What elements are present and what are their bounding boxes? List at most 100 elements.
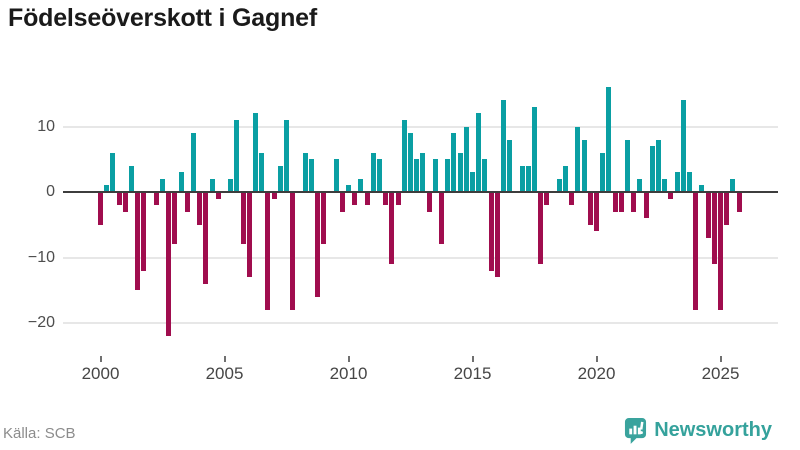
bar xyxy=(643,192,649,219)
bar xyxy=(494,192,500,278)
bar xyxy=(711,192,717,265)
bar xyxy=(414,159,420,192)
bar xyxy=(408,133,413,192)
bar xyxy=(525,165,531,192)
bar xyxy=(284,119,289,192)
bar xyxy=(346,185,351,192)
bar xyxy=(575,126,581,192)
bar xyxy=(736,192,742,212)
bar xyxy=(519,165,525,192)
bar xyxy=(594,192,599,232)
bar xyxy=(662,178,668,192)
bar xyxy=(606,87,612,192)
bar xyxy=(587,192,593,225)
bar xyxy=(674,172,680,192)
bar xyxy=(172,192,178,245)
bar xyxy=(556,178,562,192)
newsworthy-logo: Newsworthy xyxy=(624,417,772,444)
bar xyxy=(389,192,395,265)
bar xyxy=(401,119,407,192)
bar xyxy=(569,192,575,206)
bar xyxy=(308,159,314,192)
bar xyxy=(631,192,637,212)
bar xyxy=(116,192,122,206)
bar xyxy=(197,192,203,225)
bar xyxy=(718,192,723,310)
bar xyxy=(184,192,190,212)
x-axis-label: 2005 xyxy=(205,364,244,383)
bar xyxy=(122,192,128,212)
bar xyxy=(581,139,587,192)
bar xyxy=(656,139,661,192)
bar xyxy=(693,192,699,310)
bar xyxy=(426,192,432,212)
bar xyxy=(730,178,736,192)
bar xyxy=(333,159,339,192)
bar xyxy=(724,192,730,225)
bar xyxy=(246,192,252,278)
bar xyxy=(209,178,215,192)
bar xyxy=(420,152,426,192)
bar xyxy=(377,159,382,192)
bar xyxy=(501,100,506,192)
bar xyxy=(259,152,265,192)
x-axis-label: 2015 xyxy=(453,364,492,383)
bar xyxy=(637,178,643,192)
bar xyxy=(234,119,240,192)
bar xyxy=(135,192,141,291)
bar xyxy=(104,185,110,192)
bar xyxy=(600,152,606,192)
bar xyxy=(532,106,537,192)
bar xyxy=(302,152,308,192)
bar xyxy=(315,192,320,297)
bar xyxy=(457,152,463,192)
bar xyxy=(153,192,159,206)
bar xyxy=(160,178,165,192)
bar xyxy=(277,165,283,192)
bar xyxy=(191,133,196,192)
bar xyxy=(432,159,438,192)
y-axis-label: −20 xyxy=(27,314,55,331)
bar xyxy=(352,192,358,206)
y-axis-label: 10 xyxy=(37,117,55,135)
bar xyxy=(507,139,513,192)
bar xyxy=(649,146,655,192)
bar xyxy=(203,192,209,284)
x-axis-tick xyxy=(595,356,598,362)
bar xyxy=(488,192,494,271)
bar xyxy=(321,192,327,245)
x-axis-label: 2025 xyxy=(701,364,740,383)
bar xyxy=(618,192,624,212)
bar xyxy=(265,192,271,310)
bar xyxy=(463,126,469,192)
bar xyxy=(383,192,389,206)
bar xyxy=(110,152,116,192)
bar xyxy=(612,192,618,212)
y-axis-label: −10 xyxy=(27,248,55,266)
gridline-y-10 xyxy=(63,256,778,259)
source-label: Källa: SCB xyxy=(3,425,76,442)
bar xyxy=(395,192,401,206)
bar xyxy=(538,192,544,265)
bar xyxy=(364,192,370,206)
bar xyxy=(439,192,444,245)
x-axis-tick xyxy=(99,356,102,362)
x-axis-tick xyxy=(471,356,474,362)
bar xyxy=(625,139,630,192)
bar xyxy=(668,192,674,199)
bar xyxy=(476,113,482,192)
newsworthy-logo-text: Newsworthy xyxy=(654,419,772,441)
bar xyxy=(178,172,184,192)
bar xyxy=(141,192,147,271)
bar xyxy=(470,172,475,192)
bar xyxy=(482,159,488,192)
bar xyxy=(228,178,234,192)
bar xyxy=(563,165,568,192)
x-axis-tick xyxy=(719,356,722,362)
bar xyxy=(705,192,711,238)
bar xyxy=(445,159,451,192)
bar xyxy=(166,192,172,337)
bar xyxy=(699,185,705,192)
bar xyxy=(544,192,550,206)
